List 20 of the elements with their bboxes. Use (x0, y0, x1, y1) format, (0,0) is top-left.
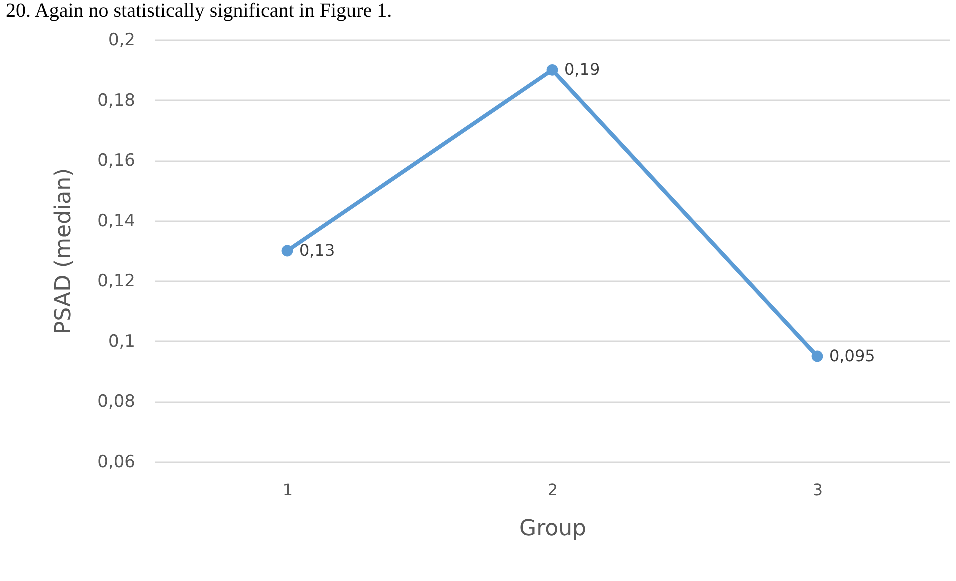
x-tick-label: 3 (812, 480, 824, 500)
x-tick-label: 2 (548, 480, 558, 500)
point (282, 245, 294, 257)
y-tick-label: 0,14 (98, 211, 136, 232)
y-tick-label: 0,1 (108, 332, 136, 352)
y-tick-label: 0,06 (98, 452, 136, 472)
y-axis-title: PSAD (median) (52, 168, 77, 335)
data-label: 0,19 (564, 60, 600, 80)
y-tick-label: 0,18 (98, 90, 136, 111)
y-tick-label: 0,16 (98, 151, 136, 172)
y-tick-label: 0,2 (108, 30, 136, 50)
text: 20. Again no statistically significant in Figure 1. (6, 0, 392, 23)
data-label: 0,095 (830, 346, 876, 366)
x-axis-title: Group (520, 516, 586, 542)
point (546, 64, 558, 76)
data-label: 0,13 (300, 241, 336, 260)
x-tick-label: 1 (282, 480, 294, 500)
y-tick-label: 0,08 (98, 392, 136, 412)
point (812, 350, 824, 362)
y-tick-label: 0,12 (98, 272, 136, 292)
